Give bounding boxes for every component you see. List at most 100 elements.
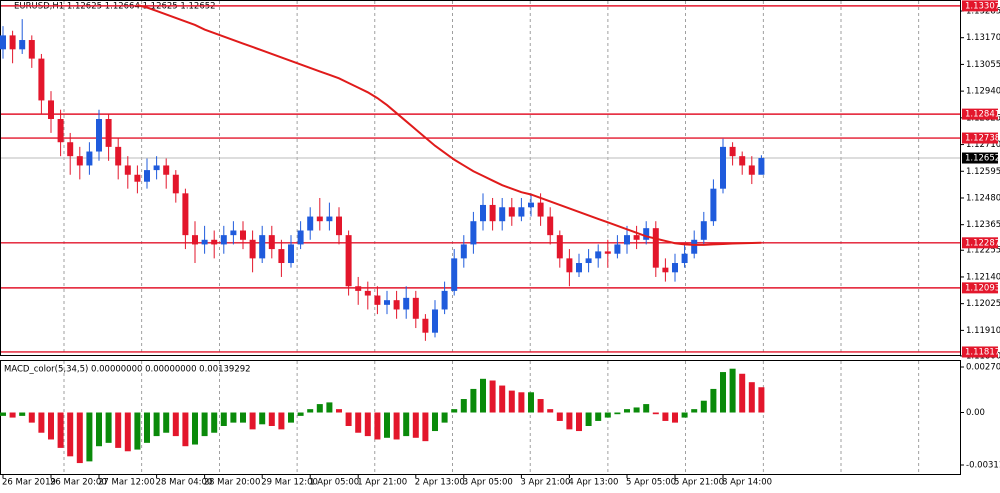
histogram-bar (624, 409, 630, 413)
histogram-bar (211, 412, 218, 433)
candle-body (585, 258, 592, 264)
histogram-bar (403, 412, 410, 437)
candle-body (652, 228, 659, 268)
histogram-bar (288, 412, 294, 423)
histogram-bar (48, 412, 54, 440)
histogram-bar (652, 412, 659, 415)
candle-body (604, 251, 611, 254)
x-tick-label: 5 Apr 05:00 (626, 478, 676, 488)
candle-body (0, 35, 6, 50)
candle-body (547, 216, 554, 236)
histogram-bar (96, 412, 102, 447)
x-tick-label: 3 Apr 21:00 (520, 478, 570, 488)
candle-body (576, 263, 582, 273)
candle-body (201, 239, 208, 245)
histogram-bar (220, 412, 227, 426)
histogram-bar (144, 412, 150, 443)
moving-average (137, 4, 762, 246)
histogram-bar (480, 378, 486, 413)
candle-body (249, 239, 256, 259)
candle-body (38, 58, 45, 101)
histogram-bar (57, 412, 64, 448)
candle-body (124, 165, 131, 175)
histogram-bar (134, 412, 141, 450)
histogram-bar (748, 382, 755, 413)
x-tick-label: 8 Apr 14:00 (722, 478, 772, 488)
x-tick-label: 27 Mar 12:00 (98, 478, 155, 488)
indicator-title: MACD_color(5,34,5) 0.00000000 0.00000000… (4, 365, 251, 375)
histogram-bar (124, 412, 131, 452)
candle-body (624, 235, 630, 245)
x-tick-label: 26 Mar 20:00 (50, 478, 107, 488)
histogram-bar (230, 412, 237, 423)
candle-body (163, 165, 170, 175)
candle-body (96, 119, 102, 152)
y-tick-label: 1.12255 (966, 246, 1000, 256)
histogram-bar (364, 412, 371, 437)
histogram-bar (729, 368, 736, 413)
histogram-bar (374, 412, 381, 440)
histogram-bar (355, 412, 362, 433)
histogram-bar (316, 404, 323, 413)
candle-body (192, 235, 198, 245)
candle-body (537, 202, 544, 217)
candle-body (614, 244, 621, 254)
candle-body (403, 297, 410, 310)
histogram-bar (489, 380, 496, 413)
candle-body (316, 216, 323, 222)
x-tick-label: 28 Mar 04:00 (156, 478, 213, 488)
candle-body (633, 235, 640, 240)
candle-body (240, 230, 246, 240)
candle-body (451, 258, 458, 291)
candle-body (758, 158, 765, 175)
level-label: 1.13307 (965, 1, 1000, 11)
y-tick-label: 1.12595 (966, 167, 1000, 177)
candle-body (566, 258, 573, 273)
histogram-bar (556, 412, 563, 421)
candle-body (499, 207, 506, 222)
x-tick-label: 1 Apr 05:00 (309, 478, 359, 488)
candle-body (67, 142, 74, 157)
macd-pane-frame (0, 360, 961, 475)
candle-body (86, 151, 93, 166)
candle-body (470, 221, 477, 245)
candle-body (518, 207, 525, 217)
candle-body (441, 290, 448, 310)
candle-body (556, 235, 563, 259)
histogram-bar (297, 412, 304, 416)
y-tick-label: 0.0027011 (966, 362, 1000, 372)
histogram-bar (393, 412, 400, 440)
level-label-box (962, 132, 998, 144)
candle-body (720, 146, 726, 189)
histogram-bar (432, 412, 438, 432)
histogram-bar (614, 412, 621, 415)
candle-body (48, 100, 54, 119)
histogram-bar (758, 387, 765, 413)
candle-body (9, 35, 16, 50)
y-tick-label: 1.12025 (966, 299, 1000, 309)
histogram-bar (451, 409, 458, 413)
histogram-bar (681, 412, 688, 418)
x-tick-label: 28 Mar 20:00 (204, 478, 261, 488)
histogram-bar (595, 412, 602, 421)
histogram-bar (710, 388, 717, 413)
histogram-bar (345, 412, 352, 426)
x-tick-label: 4 Apr 13:00 (568, 478, 618, 488)
level-label-box (962, 237, 998, 249)
histogram-bar (422, 412, 429, 442)
histogram-bar (201, 412, 208, 437)
histogram-bar (240, 412, 246, 423)
candle-body (259, 235, 266, 259)
histogram-bar (249, 412, 256, 430)
level-label-box (962, 346, 998, 358)
histogram-bar (604, 412, 611, 418)
histogram-bar (412, 412, 419, 438)
histogram-bar (259, 412, 266, 425)
y-tick-label: 1.11910 (966, 326, 1000, 336)
histogram-bar (384, 412, 390, 438)
candle-body (739, 156, 746, 166)
candle-body (729, 146, 736, 157)
candle-body (364, 290, 371, 296)
level-label-box (962, 0, 998, 12)
candle-body (57, 119, 64, 143)
